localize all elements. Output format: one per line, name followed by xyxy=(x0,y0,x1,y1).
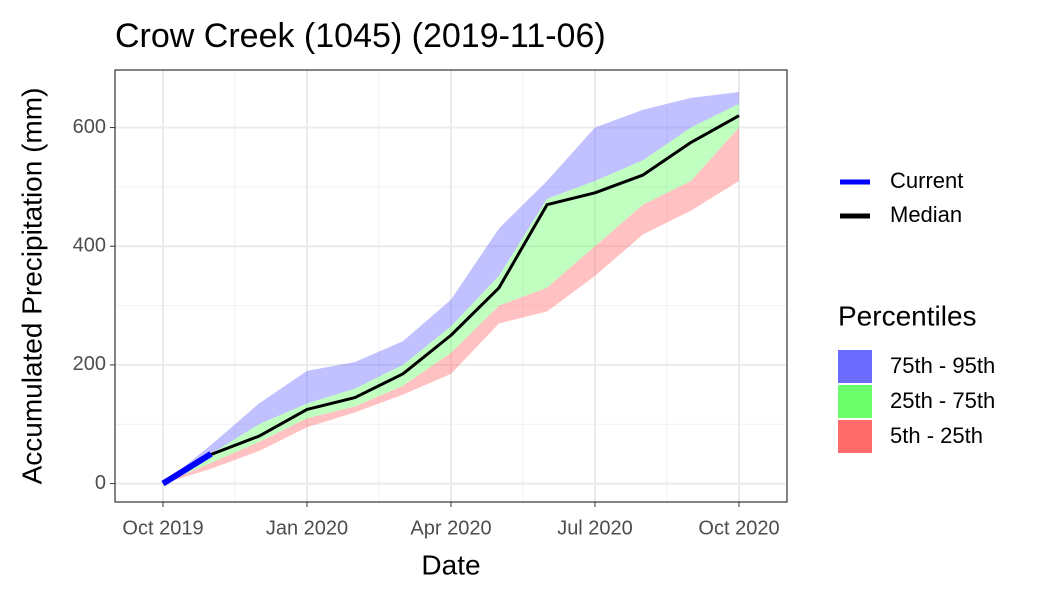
x-tick-label: Oct 2019 xyxy=(122,517,203,539)
x-tick-label: Oct 2020 xyxy=(698,517,779,539)
legend-key xyxy=(838,350,872,383)
percentile-band xyxy=(163,103,739,484)
legend-label: Current xyxy=(890,168,963,193)
x-tick-label: Jul 2020 xyxy=(557,517,633,539)
y-tick-label: 600 xyxy=(73,116,106,138)
chart-title: Crow Creek (1045) (2019-11-06) xyxy=(115,17,606,55)
series-line xyxy=(162,114,740,485)
y-tick-label: 200 xyxy=(73,353,106,375)
x-tick-label: Jan 2020 xyxy=(266,517,348,539)
legend-title: Percentiles xyxy=(838,300,977,331)
y-tick-label: 0 xyxy=(95,472,106,494)
series-line xyxy=(161,451,213,487)
x-tick-label: Apr 2020 xyxy=(410,517,491,539)
x-axis-label: Date xyxy=(421,549,480,580)
legend-label: 5th - 25th xyxy=(890,423,983,448)
percentile-band xyxy=(163,91,739,484)
legend-label: 75th - 95th xyxy=(890,353,995,378)
plot-border xyxy=(114,69,788,503)
legend-label: Median xyxy=(890,202,962,227)
legend-label: 25th - 75th xyxy=(890,388,995,413)
y-axis-label: Accumulated Precipitation (mm) xyxy=(16,88,47,485)
legend-key xyxy=(838,385,872,418)
legend-key xyxy=(838,420,872,453)
y-tick-label: 400 xyxy=(73,235,106,257)
